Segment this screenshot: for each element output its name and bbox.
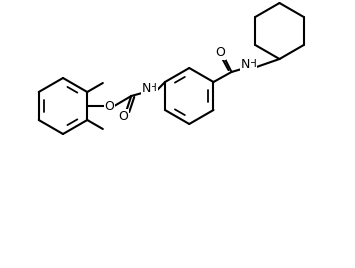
Text: O: O	[118, 110, 128, 122]
Text: H: H	[248, 59, 256, 69]
Text: O: O	[215, 47, 225, 59]
Text: O: O	[104, 99, 114, 113]
Text: H: H	[149, 83, 157, 93]
Text: N: N	[142, 81, 151, 95]
Text: N: N	[241, 58, 251, 70]
